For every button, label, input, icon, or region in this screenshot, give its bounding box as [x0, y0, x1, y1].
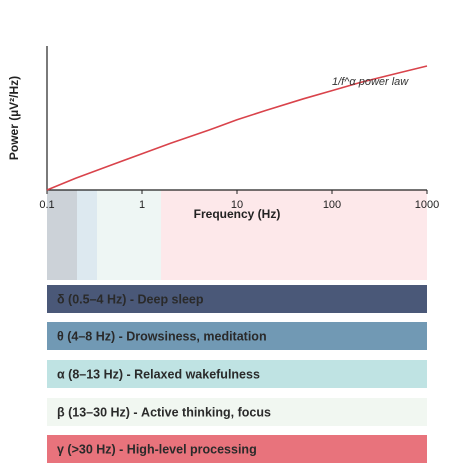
power-law-annotation: 1/f^α power law — [332, 76, 409, 88]
band-bar — [47, 435, 427, 463]
band-bar — [47, 360, 427, 388]
x-tick-label: 100 — [323, 199, 341, 211]
band-bar — [47, 285, 427, 313]
band-shade-delta — [47, 190, 77, 280]
band-shade-alpha — [97, 190, 161, 280]
x-tick-label: 1000 — [415, 199, 439, 211]
band-label: θ (4–8 Hz) - Drowsiness, meditation — [57, 330, 267, 344]
band-bar — [47, 322, 427, 350]
y-axis-title: Power (µV²/Hz) — [7, 76, 21, 160]
x-tick-label: 10 — [231, 199, 243, 211]
band-bar — [47, 398, 427, 426]
power-law-curve — [46, 65, 428, 191]
band-label: β (13–30 Hz) - Active thinking, focus — [57, 406, 271, 420]
band-shading-group — [47, 190, 427, 280]
x-axis-title: Frequency (Hz) — [194, 207, 281, 221]
band-shade-gamma — [161, 190, 427, 280]
x-tick-label: 0.1 — [39, 199, 54, 211]
band-label: α (8–13 Hz) - Relaxed wakefulness — [57, 368, 260, 382]
band-label: γ (>30 Hz) - High-level processing — [57, 443, 257, 457]
band-shade-theta — [77, 190, 97, 280]
x-tick-label: 1 — [139, 199, 145, 211]
x-ticks-group: 0.1 1 10 100 1000 — [39, 190, 439, 211]
frequency-bands-legend: δ (0.5–4 Hz) - Deep sleep θ (4–8 Hz) - Dr… — [47, 285, 427, 463]
band-label: δ (0.5–4 Hz) - Deep sleep — [57, 293, 204, 307]
